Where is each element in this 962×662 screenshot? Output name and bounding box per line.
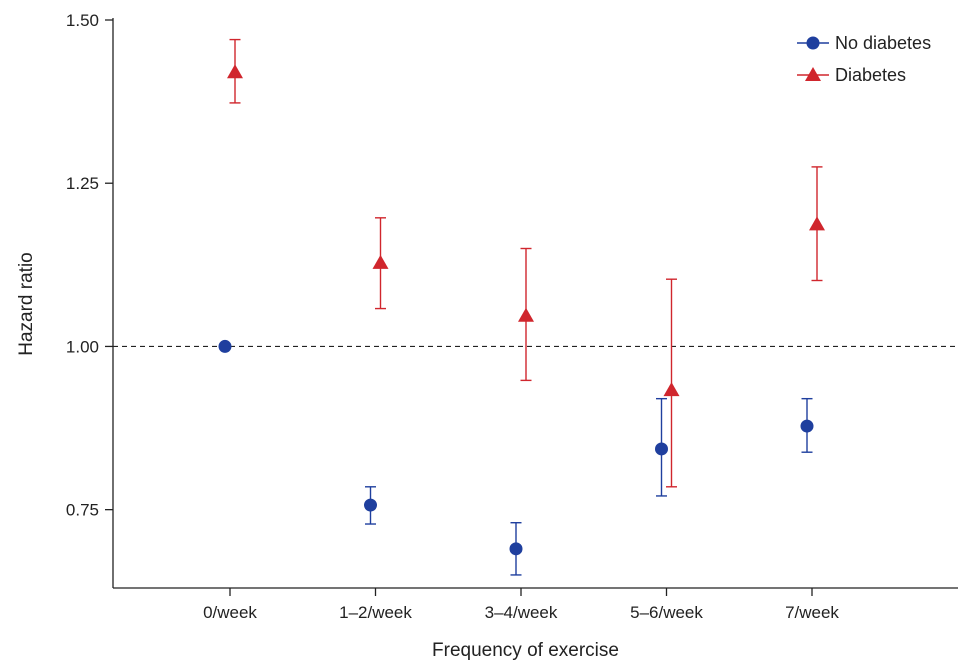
diabetes-point [663, 382, 680, 397]
no-diabetes-point [509, 542, 523, 556]
legend-label-diabetes: Diabetes [835, 65, 906, 85]
x-tick-label: 3–4/week [485, 603, 558, 622]
x-axis-label: Frequency of exercise [432, 640, 619, 661]
diabetes-point [227, 64, 243, 79]
x-tick-label: 1–2/week [339, 603, 412, 622]
y-axis-label: Hazard ratio [16, 252, 37, 356]
x-tick-label: 5–6/week [630, 603, 703, 622]
x-tick-label: 7/week [785, 603, 839, 622]
x-tick-label: 0/week [203, 603, 257, 622]
y-tick-label: 1.00 [66, 337, 99, 356]
legend-marker-no-diabetes [806, 36, 820, 50]
y-tick-label: 1.50 [66, 11, 99, 30]
no-diabetes-point [218, 339, 232, 353]
legend: No diabetes Diabetes [797, 33, 931, 85]
no-diabetes-point [364, 498, 377, 512]
diabetes-point [372, 254, 389, 269]
legend-marker-diabetes [805, 67, 821, 81]
y-tick-label: 0.75 [66, 501, 99, 520]
no-diabetes-point [655, 442, 668, 456]
no-diabetes-point [800, 419, 814, 433]
y-tick-label: 1.25 [66, 174, 99, 193]
chart-marks: 0.75 1.00 1.25 1.50 0/week 1–2/week 3–4/week 5–… [66, 11, 958, 622]
legend-label-no-diabetes: No diabetes [835, 33, 931, 53]
diabetes-point [809, 216, 825, 231]
diabetes-point [518, 307, 534, 322]
